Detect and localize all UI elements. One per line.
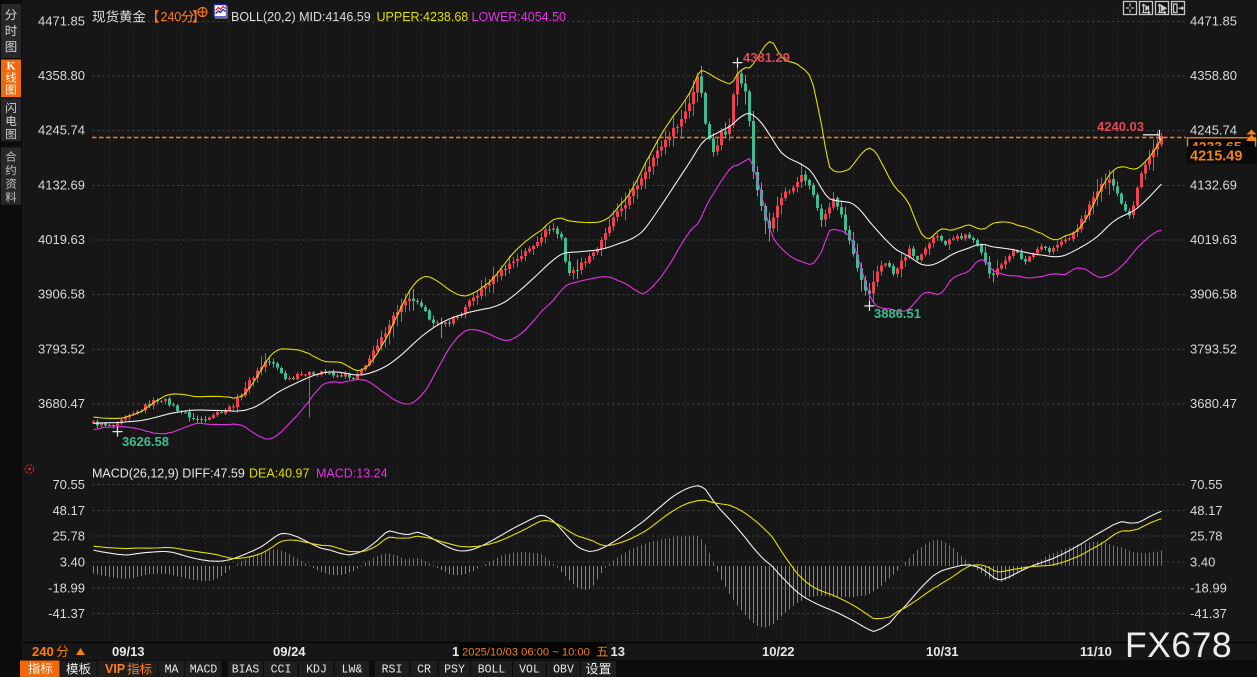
svg-text:4358.80: 4358.80	[1190, 68, 1237, 83]
svg-text:3680.47: 3680.47	[1190, 396, 1237, 411]
svg-text:PSY: PSY	[444, 664, 465, 677]
svg-text:10/22: 10/22	[762, 644, 795, 659]
svg-text:FX678: FX678	[1125, 625, 1232, 665]
svg-text:11/10: 11/10	[1080, 644, 1112, 659]
svg-text:4245.74: 4245.74	[38, 123, 85, 138]
svg-text:3626.58: 3626.58	[122, 434, 169, 449]
svg-text:25.78: 25.78	[1190, 529, 1223, 544]
svg-text:3680.47: 3680.47	[38, 396, 85, 411]
svg-text:MACD(26,12,9) DIFF:47.59: MACD(26,12,9) DIFF:47.59	[92, 467, 245, 481]
svg-text:70.55: 70.55	[52, 477, 85, 492]
svg-text:4233.65: 4233.65	[1191, 139, 1242, 155]
svg-text:-18.99: -18.99	[1190, 580, 1227, 595]
svg-text:2025/10/03 06:00 ~ 10:00: 2025/10/03 06:00 ~ 10:00	[462, 647, 590, 659]
svg-text:4240.03: 4240.03	[1097, 119, 1144, 134]
svg-text:RSI: RSI	[382, 664, 403, 677]
svg-text:240: 240	[32, 644, 54, 659]
svg-text:3793.52: 3793.52	[1190, 341, 1237, 356]
svg-text:4358.80: 4358.80	[38, 68, 85, 83]
svg-text:48.17: 48.17	[1190, 503, 1223, 518]
svg-text:DEA:40.97: DEA:40.97	[249, 467, 310, 481]
svg-text:MACD: MACD	[190, 664, 218, 677]
svg-text:BOLL(20,2) MID:4146.59: BOLL(20,2) MID:4146.59	[231, 10, 371, 24]
svg-text:-18.99: -18.99	[48, 580, 85, 595]
svg-text:09/24: 09/24	[273, 644, 306, 659]
svg-text:4381.29: 4381.29	[743, 50, 790, 65]
svg-text:CR: CR	[417, 664, 431, 677]
svg-text:13: 13	[611, 644, 625, 659]
svg-text:KDJ: KDJ	[306, 664, 327, 677]
svg-text:3886.51: 3886.51	[874, 306, 921, 321]
svg-text:MACD:13.24: MACD:13.24	[316, 467, 388, 481]
svg-text:48.17: 48.17	[52, 503, 85, 518]
svg-text:K: K	[6, 59, 16, 73]
svg-text:4471.85: 4471.85	[1190, 13, 1237, 28]
svg-text:25.78: 25.78	[52, 529, 85, 544]
svg-text:3.40: 3.40	[1190, 555, 1215, 570]
svg-text:3.40: 3.40	[60, 555, 85, 570]
svg-text:1: 1	[452, 644, 459, 659]
svg-text:09/13: 09/13	[112, 644, 145, 659]
svg-text:3906.58: 3906.58	[38, 287, 85, 302]
svg-text:4132.69: 4132.69	[1190, 177, 1237, 192]
svg-text:-41.37: -41.37	[48, 606, 85, 621]
svg-text:4245.74: 4245.74	[1190, 123, 1237, 138]
svg-text:UPPER:4238.68: UPPER:4238.68	[377, 10, 469, 24]
svg-text:4215.49: 4215.49	[1190, 149, 1242, 165]
svg-text:MA: MA	[165, 664, 179, 677]
svg-text:OBV: OBV	[553, 664, 574, 677]
svg-text:4132.69: 4132.69	[38, 177, 85, 192]
svg-text:10/31: 10/31	[926, 644, 959, 659]
svg-text:BOLL: BOLL	[478, 664, 506, 677]
svg-text:VIP: VIP	[105, 662, 125, 676]
svg-text:BIAS: BIAS	[232, 664, 260, 677]
svg-text:3793.52: 3793.52	[38, 341, 85, 356]
svg-text:-41.37: -41.37	[1190, 606, 1227, 621]
svg-text:4471.85: 4471.85	[38, 13, 85, 28]
svg-text:240: 240	[161, 10, 182, 24]
svg-text:70.55: 70.55	[1190, 477, 1223, 492]
svg-text:CCI: CCI	[271, 664, 292, 677]
svg-text:LOWER:4054.50: LOWER:4054.50	[472, 10, 567, 24]
svg-text:LW&: LW&	[342, 664, 363, 677]
svg-text:4019.63: 4019.63	[38, 232, 85, 247]
svg-text:4019.63: 4019.63	[1190, 232, 1237, 247]
svg-text:VOL: VOL	[519, 664, 540, 677]
svg-text:3906.58: 3906.58	[1190, 287, 1237, 302]
